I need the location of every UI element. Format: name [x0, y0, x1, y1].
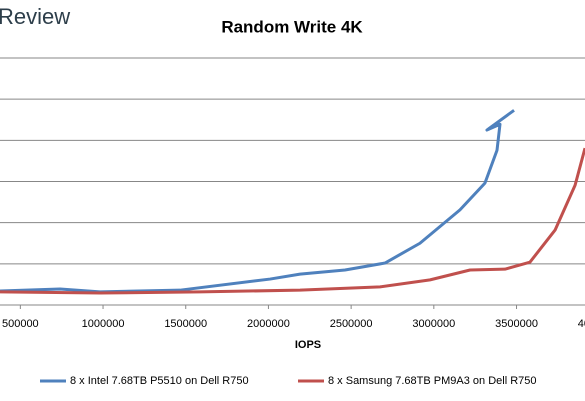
x-tick-label: 1500000 — [164, 318, 207, 330]
x-tick-label: 3500000 — [495, 318, 538, 330]
series-line — [0, 147, 585, 295]
x-tick-label: 3000000 — [412, 318, 455, 330]
x-tick-label: 4000000 — [578, 318, 585, 330]
x-tick-label: 2000000 — [247, 318, 290, 330]
legend-label: 8 x Intel 7.68TB P5510 on Dell R750 — [70, 375, 249, 387]
x-tick-label: 500000 — [2, 318, 39, 330]
chart-title: Random Write 4K — [221, 17, 363, 36]
x-tick-label: 1000000 — [82, 318, 125, 330]
x-tick-label: 2500000 — [330, 318, 373, 330]
brand-logo: Review — [0, 4, 70, 29]
legend-label: 8 x Samsung 7.68TB PM9A3 on Dell R750 — [328, 375, 537, 387]
x-axis-label: IOPS — [295, 339, 321, 351]
series-line — [0, 109, 515, 294]
